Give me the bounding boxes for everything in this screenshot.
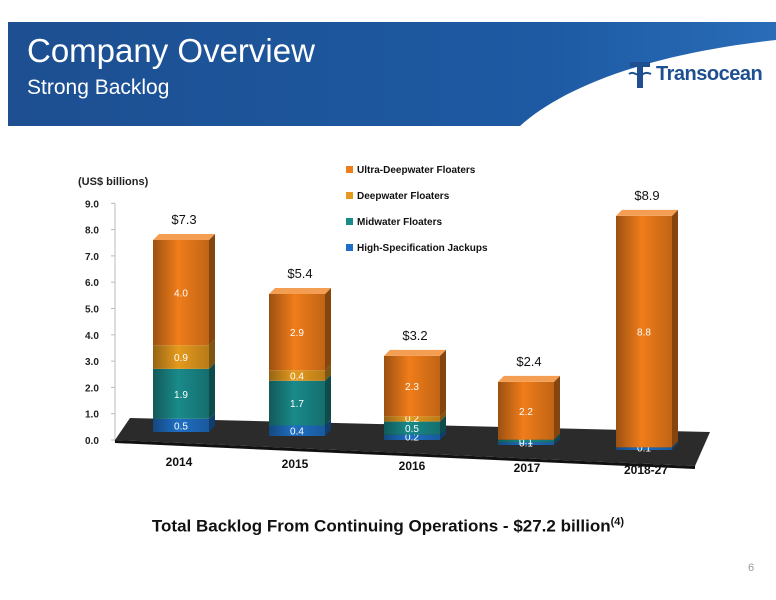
- bar-segment: [269, 293, 325, 371]
- bar-segment-side: [325, 419, 331, 436]
- bar-data-label: 1.9: [174, 390, 188, 401]
- transocean-logo-icon: [628, 62, 652, 88]
- y-axis-label: (US$ billions): [78, 176, 149, 188]
- bar-segment-side: [209, 234, 215, 346]
- bar-data-label: 0.2: [405, 414, 419, 425]
- bar-top: [153, 234, 215, 241]
- bar-segment: [616, 447, 672, 450]
- bar-data-label: 2.9: [290, 328, 304, 339]
- y-tick-label: 1.0: [85, 410, 99, 421]
- bar-segment-side: [672, 441, 678, 450]
- bar-total-label: $3.2: [402, 328, 427, 343]
- bar-segment: [269, 425, 325, 436]
- header-banner: [8, 22, 776, 126]
- legend-label: Ultra-Deepwater Floaters: [357, 165, 476, 176]
- slide-title: Company Overview: [27, 32, 315, 69]
- bar-segment: [153, 240, 209, 346]
- footer-caption: Total Backlog From Continuing Operations…: [0, 516, 776, 537]
- bar-segment-side: [325, 374, 331, 426]
- bar-segment-side: [209, 362, 215, 419]
- bar-segment-side: [209, 412, 215, 432]
- legend-swatch: [346, 218, 353, 225]
- x-tick-label: 2016: [399, 459, 426, 473]
- legend-label: Midwater Floaters: [357, 217, 442, 228]
- backlog-chart: (US$ billions) 0.0 1.0 2.0 3.0 4.0 5.0 6.0 7.0 8.…: [78, 165, 710, 477]
- bar-top: [616, 209, 678, 216]
- bar-data-label: 8.8: [637, 328, 651, 339]
- bar-segment-side: [325, 364, 331, 381]
- bar-segment: [153, 418, 209, 432]
- y-tick-label: 7.0: [85, 252, 99, 263]
- y-tick-label: 4.0: [85, 331, 99, 342]
- bar-segment-side: [554, 375, 560, 440]
- footer-text: Total Backlog From Continuing Operations…: [151, 516, 611, 536]
- bar-data-label: 1.7: [290, 399, 304, 410]
- logo-text: Transocean: [656, 62, 763, 85]
- bar-data-label: 0.5: [174, 421, 188, 432]
- y-tick-label: 6.0: [85, 278, 99, 289]
- bar-total-label: $2.4: [516, 354, 541, 369]
- bar-segment: [384, 416, 440, 422]
- bar-data-label: 0.1: [519, 439, 533, 450]
- bar-segment-side: [440, 410, 446, 422]
- bar-segment-side: [554, 433, 560, 443]
- bar-data-label: 0.1: [519, 436, 533, 447]
- bar-data-label: 0.1: [637, 444, 651, 455]
- y-tick-label: 3.0: [85, 357, 99, 368]
- bar-segment: [498, 442, 554, 445]
- bar-data-label: 0.5: [405, 424, 419, 435]
- legend-label: Deepwater Floaters: [357, 191, 450, 202]
- page-number: 6: [748, 562, 755, 574]
- bar-segment: [269, 380, 325, 426]
- legend-swatch: [346, 192, 353, 199]
- bar-data-label: 2.3: [405, 382, 419, 393]
- x-tick-label: 2014: [166, 455, 193, 469]
- bar-data-label: 4.0: [174, 289, 188, 300]
- bar-top: [384, 349, 446, 356]
- bar-data-label: 0.2: [405, 432, 419, 443]
- x-tick-label: 2018-27: [624, 463, 668, 477]
- bar-segment-side: [440, 349, 446, 417]
- bar-total-label: $5.4: [287, 266, 312, 281]
- legend-swatch: [346, 166, 353, 173]
- bar-segment: [269, 370, 325, 381]
- chart-floor: [115, 418, 710, 466]
- bar-segment: [498, 439, 554, 443]
- bar-segment-side: [325, 287, 331, 371]
- bar-segment-side: [209, 339, 215, 369]
- y-tick-label: 2.0: [85, 383, 99, 394]
- bar-segment: [153, 345, 209, 369]
- slide-subtitle: Strong Backlog: [27, 76, 170, 99]
- bar-data-label: 0.4: [290, 427, 304, 438]
- x-tick-label: 2017: [514, 461, 541, 475]
- y-tick-label: 8.0: [85, 226, 99, 237]
- bar-data-label: 0.4: [290, 372, 304, 383]
- y-tick-label: 0.0: [85, 436, 99, 447]
- bar-segment: [153, 368, 209, 419]
- bar-segment: [498, 381, 554, 440]
- bar-segment-side: [440, 428, 446, 440]
- y-tick-label: 9.0: [85, 199, 99, 210]
- transocean-logo: Transocean: [628, 57, 763, 91]
- bar-top: [269, 287, 331, 294]
- x-tick-label: 2015: [282, 457, 309, 471]
- bar-top: [498, 375, 560, 382]
- bar-segment-side: [672, 209, 678, 448]
- bar-data-label: 2.2: [519, 407, 533, 418]
- bar-total-label: $7.3: [171, 212, 196, 227]
- bar-segment-side: [440, 415, 446, 435]
- bar-segment: [384, 355, 440, 417]
- legend-swatch: [346, 244, 353, 251]
- bar-data-label: 0.9: [174, 353, 188, 364]
- legend-label: High-Specification Jackups: [357, 243, 488, 254]
- bar-segment-side: [554, 436, 560, 445]
- y-tick-label: 5.0: [85, 305, 99, 316]
- bar-segment: [384, 421, 440, 435]
- chart-floor-edge: [115, 440, 695, 469]
- footer-note: (4): [610, 516, 625, 528]
- bar-segment: [616, 215, 672, 448]
- bar-total-label: $8.9: [634, 188, 659, 203]
- bar-segment: [384, 434, 440, 440]
